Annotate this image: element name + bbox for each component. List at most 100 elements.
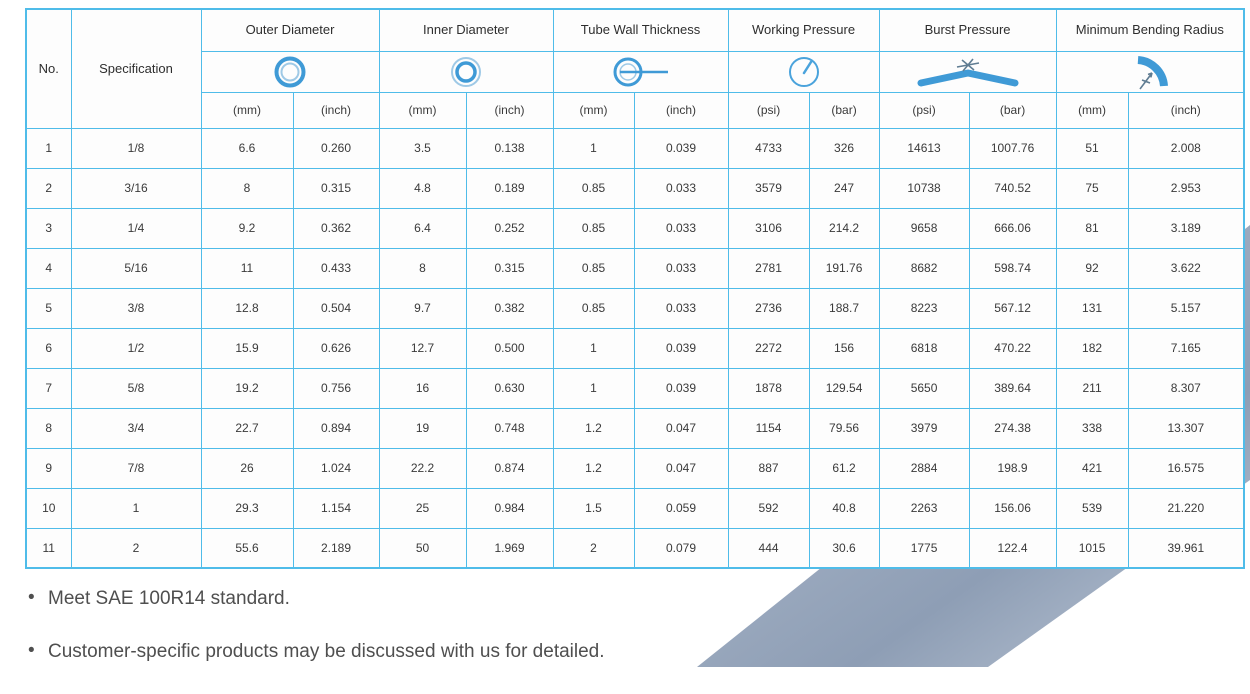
value-cell: 338 <box>1055 407 1129 449</box>
value-cell: 4733 <box>727 127 810 169</box>
table-row: 8 3/4 22.7 0.894 19 0.748 1.2 0.047 1154 79.56 397… <box>25 407 1245 449</box>
unit-bending-radius-inch: (inch) <box>1127 91 1245 129</box>
specification-cell: 3/8 <box>70 287 202 329</box>
table-row: 3 1/4 9.2 0.362 6.4 0.252 0.85 0.033 3106 214.2 96… <box>25 207 1245 249</box>
value-cell: 887 <box>727 447 810 489</box>
value-cell: 0.756 <box>292 367 380 409</box>
value-cell: 19.2 <box>200 367 294 409</box>
value-cell: 0.039 <box>633 327 729 369</box>
value-cell: 188.7 <box>808 287 880 329</box>
value-cell: 0.500 <box>465 327 554 369</box>
unit-working-pressure-bar: (bar) <box>808 91 880 129</box>
value-cell: 470.22 <box>968 327 1057 369</box>
value-cell: 191.76 <box>808 247 880 289</box>
value-cell: 0.039 <box>633 367 729 409</box>
value-cell: 3579 <box>727 167 810 209</box>
value-cell: 8.307 <box>1127 367 1245 409</box>
spec-table: No. Specification Outer Diameter Inner D… <box>25 8 1246 569</box>
value-cell: 592 <box>727 487 810 529</box>
row-number-cell: 10 <box>25 487 72 529</box>
specification-table-container: No. Specification Outer Diameter Inner D… <box>25 8 1246 569</box>
value-cell: 3106 <box>727 207 810 249</box>
tube-wall-thickness-icon <box>554 53 727 91</box>
table-row: 7 5/8 19.2 0.756 16 0.630 1 0.039 1878 129.54 5650… <box>25 367 1245 409</box>
value-cell: 2.189 <box>292 527 380 569</box>
value-cell: 12.8 <box>200 287 294 329</box>
row-number-cell: 3 <box>25 207 72 249</box>
value-cell: 9.2 <box>200 207 294 249</box>
value-cell: 598.74 <box>968 247 1057 289</box>
value-cell: 0.894 <box>292 407 380 449</box>
table-row: 2 3/16 8 0.315 4.8 0.189 0.85 0.033 3579 247 10738… <box>25 167 1245 209</box>
value-cell: 1 <box>552 367 635 409</box>
value-cell: 16 <box>378 367 467 409</box>
specification-cell: 5/8 <box>70 367 202 409</box>
specification-cell: 3/4 <box>70 407 202 449</box>
value-cell: 0.315 <box>465 247 554 289</box>
value-cell: 2263 <box>878 487 970 529</box>
footnotes: Meet SAE 100R14 standard. Customer-speci… <box>28 572 928 694</box>
unit-tube-wall-inch: (inch) <box>633 91 729 129</box>
value-cell: 0.874 <box>465 447 554 489</box>
value-cell: 131 <box>1055 287 1129 329</box>
value-cell: 9.7 <box>378 287 467 329</box>
value-cell: 182 <box>1055 327 1129 369</box>
value-cell: 0.252 <box>465 207 554 249</box>
value-cell: 2736 <box>727 287 810 329</box>
unit-outer-diameter-mm: (mm) <box>200 91 294 129</box>
value-cell: 3.5 <box>378 127 467 169</box>
unit-outer-diameter-inch: (inch) <box>292 91 380 129</box>
specification-cell: 7/8 <box>70 447 202 489</box>
row-number-cell: 2 <box>25 167 72 209</box>
value-cell: 0.85 <box>552 247 635 289</box>
value-cell: 0.039 <box>633 127 729 169</box>
value-cell: 30.6 <box>808 527 880 569</box>
value-cell: 326 <box>808 127 880 169</box>
row-number-cell: 7 <box>25 367 72 409</box>
value-cell: 81 <box>1055 207 1129 249</box>
specification-cell: 1 <box>70 487 202 529</box>
value-cell: 16.575 <box>1127 447 1245 489</box>
value-cell: 29.3 <box>200 487 294 529</box>
value-cell: 8682 <box>878 247 970 289</box>
value-cell: 6818 <box>878 327 970 369</box>
row-number-cell: 4 <box>25 247 72 289</box>
value-cell: 567.12 <box>968 287 1057 329</box>
value-cell: 0.138 <box>465 127 554 169</box>
value-cell: 51 <box>1055 127 1129 169</box>
value-cell: 3979 <box>878 407 970 449</box>
unit-inner-diameter-inch: (inch) <box>465 91 554 129</box>
column-header-working-pressure: Working Pressure <box>727 8 880 52</box>
value-cell: 1 <box>552 327 635 369</box>
value-cell: 50 <box>378 527 467 569</box>
specification-cell: 3/16 <box>70 167 202 209</box>
value-cell: 0.033 <box>633 207 729 249</box>
value-cell: 0.382 <box>465 287 554 329</box>
value-cell: 39.961 <box>1127 527 1245 569</box>
minimum-bending-radius-icon <box>1057 52 1243 91</box>
value-cell: 129.54 <box>808 367 880 409</box>
value-cell: 5.157 <box>1127 287 1245 329</box>
header-row-labels: No. Specification Outer Diameter Inner D… <box>25 8 1245 129</box>
value-cell: 0.047 <box>633 407 729 449</box>
value-cell: 40.8 <box>808 487 880 529</box>
value-cell: 0.626 <box>292 327 380 369</box>
value-cell: 6.6 <box>200 127 294 169</box>
value-cell: 421 <box>1055 447 1129 489</box>
value-cell: 6.4 <box>378 207 467 249</box>
value-cell: 0.504 <box>292 287 380 329</box>
value-cell: 22.7 <box>200 407 294 449</box>
value-cell: 666.06 <box>968 207 1057 249</box>
column-header-specification: Specification <box>70 8 202 129</box>
inner-diameter-icon <box>380 53 552 91</box>
value-cell: 21.220 <box>1127 487 1245 529</box>
unit-burst-pressure-psi: (psi) <box>878 91 970 129</box>
value-cell: 1.2 <box>552 407 635 449</box>
column-header-tube-wall-thickness: Tube Wall Thickness <box>552 8 729 52</box>
value-cell: 1.024 <box>292 447 380 489</box>
table-row: 4 5/16 11 0.433 8 0.315 0.85 0.033 2781 191.76 868… <box>25 247 1245 289</box>
table-row: 1 1/8 6.6 0.260 3.5 0.138 1 0.039 4733 326 14613 10… <box>25 127 1245 169</box>
value-cell: 1015 <box>1055 527 1129 569</box>
working-pressure-icon <box>729 53 878 91</box>
value-cell: 0.079 <box>633 527 729 569</box>
